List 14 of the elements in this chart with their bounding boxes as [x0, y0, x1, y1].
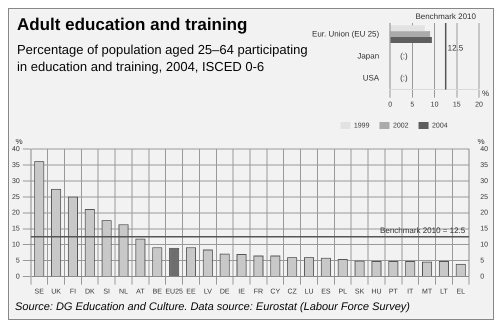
chart-title: Adult education and training [17, 15, 248, 35]
y-tick-label: Japan [357, 52, 380, 61]
y2-axis-title: % [477, 137, 485, 146]
annotation: (:) [400, 52, 408, 61]
ref-line-label: Benchmark 2010 = 12.5 [380, 226, 466, 235]
ref-line-label: Benchmark 2010 [415, 12, 476, 22]
y-tick-label: USA [362, 74, 380, 83]
chart-subtitle: Percentage of population aged 25–64 participating in education and training, 2004, ISCED 0-6 [17, 41, 309, 75]
annotation: (:) [400, 74, 408, 83]
annotation: 12.5 [448, 43, 464, 52]
y-axis-title: % [15, 137, 23, 146]
y-tick-label: Eur. Union (EU 25) [312, 29, 380, 38]
x-axis-title: % [482, 88, 490, 98]
source-note: Source: DG Education and Culture. Data source: Eurostat (Labour Force Survey) [15, 301, 410, 313]
